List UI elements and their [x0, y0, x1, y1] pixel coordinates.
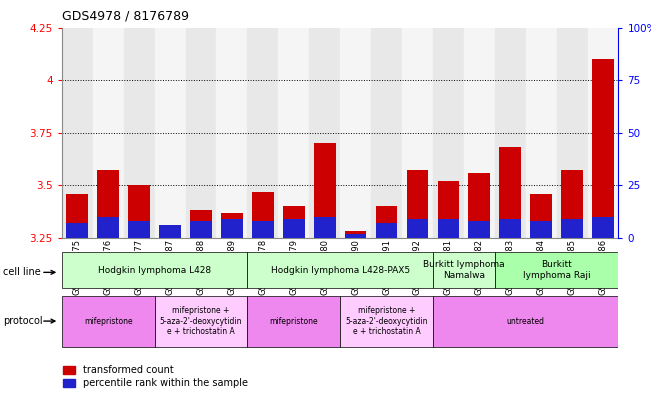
Bar: [314, 143, 335, 238]
Bar: [247, 296, 340, 347]
Bar: [92, 28, 124, 238]
Bar: [314, 217, 335, 238]
Bar: [469, 173, 490, 238]
Bar: [309, 28, 340, 238]
Bar: [587, 28, 618, 238]
Text: GDS4978 / 8176789: GDS4978 / 8176789: [62, 10, 189, 23]
Bar: [371, 28, 402, 238]
Bar: [283, 219, 305, 238]
Bar: [495, 28, 525, 238]
Text: protocol: protocol: [3, 316, 43, 326]
Bar: [402, 28, 433, 238]
Bar: [62, 296, 154, 347]
Bar: [247, 28, 278, 238]
Bar: [221, 213, 243, 238]
Bar: [62, 28, 92, 238]
Text: mifepristone +
5-aza-2'-deoxycytidin
e + trichostatin A: mifepristone + 5-aza-2'-deoxycytidin e +…: [159, 307, 242, 336]
Bar: [159, 227, 181, 238]
Bar: [283, 206, 305, 238]
Text: Burkitt
lymphoma Raji: Burkitt lymphoma Raji: [523, 261, 590, 280]
Bar: [407, 171, 428, 238]
Bar: [247, 252, 433, 288]
Bar: [495, 252, 618, 288]
Bar: [128, 221, 150, 238]
Bar: [340, 296, 433, 347]
Bar: [154, 296, 247, 347]
Bar: [499, 147, 521, 238]
Bar: [464, 28, 495, 238]
Text: Hodgkin lymphoma L428-PAX5: Hodgkin lymphoma L428-PAX5: [271, 266, 409, 275]
Bar: [345, 233, 367, 238]
Bar: [159, 225, 181, 238]
Bar: [469, 221, 490, 238]
Legend: transformed count, percentile rank within the sample: transformed count, percentile rank withi…: [63, 365, 248, 388]
Bar: [437, 181, 459, 238]
Text: mifepristone +
5-aza-2'-deoxycytidin
e + trichostatin A: mifepristone + 5-aza-2'-deoxycytidin e +…: [345, 307, 428, 336]
Bar: [531, 194, 552, 238]
Bar: [252, 221, 273, 238]
Bar: [433, 252, 495, 288]
Text: mifepristone: mifepristone: [84, 317, 133, 326]
Bar: [499, 219, 521, 238]
Bar: [437, 219, 459, 238]
Bar: [592, 59, 614, 238]
Text: Burkitt lymphoma
Namalwa: Burkitt lymphoma Namalwa: [423, 261, 505, 280]
Bar: [557, 28, 587, 238]
Bar: [252, 191, 273, 238]
Bar: [186, 28, 216, 238]
Bar: [190, 210, 212, 238]
Text: cell line: cell line: [3, 267, 41, 277]
Bar: [221, 219, 243, 238]
Bar: [278, 28, 309, 238]
Bar: [190, 221, 212, 238]
Bar: [154, 28, 186, 238]
Bar: [345, 231, 367, 238]
Bar: [531, 221, 552, 238]
Text: untreated: untreated: [506, 317, 545, 326]
Bar: [66, 223, 88, 238]
Bar: [407, 219, 428, 238]
Bar: [98, 217, 119, 238]
Text: mifepristone: mifepristone: [270, 317, 318, 326]
Bar: [376, 223, 397, 238]
Bar: [128, 185, 150, 238]
Bar: [340, 28, 371, 238]
Bar: [66, 194, 88, 238]
Text: Hodgkin lymphoma L428: Hodgkin lymphoma L428: [98, 266, 211, 275]
Bar: [525, 28, 557, 238]
Bar: [98, 171, 119, 238]
Bar: [433, 28, 464, 238]
Bar: [62, 252, 247, 288]
Bar: [561, 171, 583, 238]
Bar: [561, 219, 583, 238]
Bar: [216, 28, 247, 238]
Bar: [433, 296, 618, 347]
Bar: [376, 206, 397, 238]
Bar: [592, 217, 614, 238]
Bar: [124, 28, 154, 238]
